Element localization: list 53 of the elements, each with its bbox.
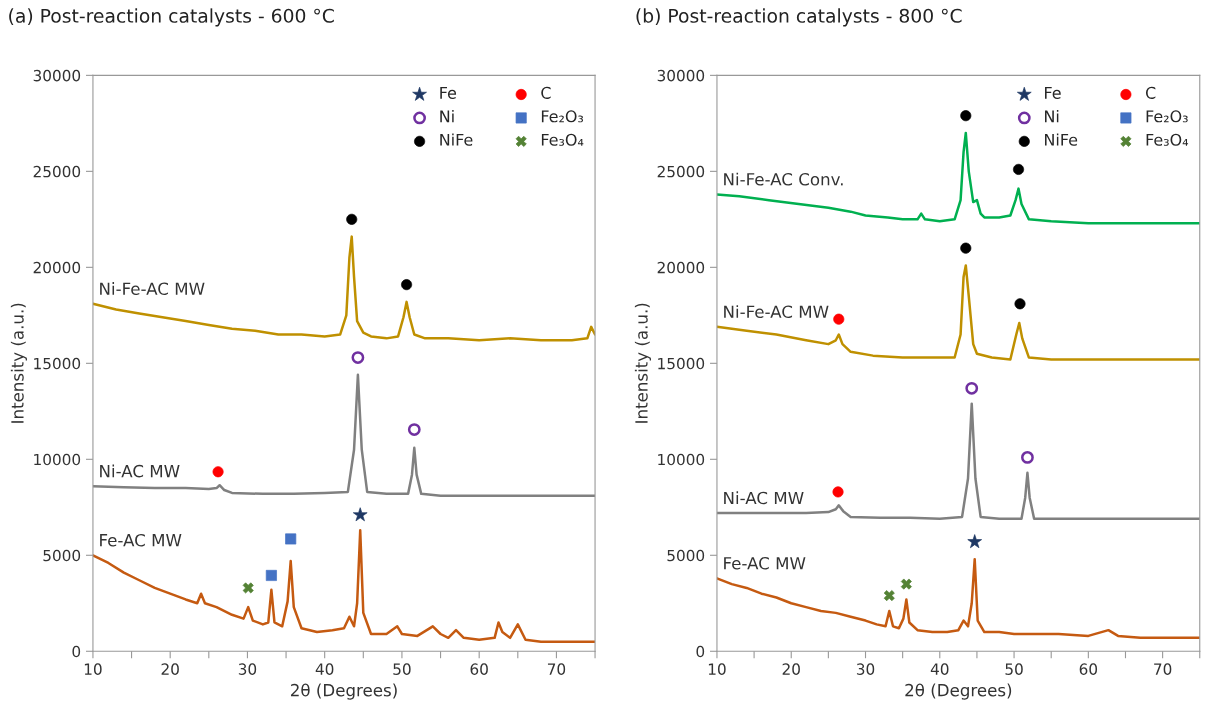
series-label: Ni-AC MW bbox=[100, 464, 180, 478]
y-axis-title: Intensity (a.u.) bbox=[10, 303, 27, 423]
y-tick-label: 30000 bbox=[33, 69, 81, 82]
y-tick-label: 0 bbox=[72, 645, 81, 658]
x-tick-label: 40 bbox=[930, 663, 949, 675]
x-tick-label: 50 bbox=[1005, 663, 1023, 675]
y-axis-title: Intensity (a.u.) bbox=[634, 303, 651, 423]
x-axis-title: 2θ (Degrees) bbox=[905, 683, 1012, 700]
x-tick-label: 40 bbox=[315, 663, 334, 675]
x-tick-label: 20 bbox=[782, 663, 800, 675]
legend-label: Ni bbox=[440, 109, 454, 123]
x-tick-label: 30 bbox=[856, 663, 875, 675]
x-tick-label: 30 bbox=[238, 663, 257, 675]
x-tick-label: 10 bbox=[84, 663, 102, 675]
legend-label: NiFe bbox=[440, 133, 473, 146]
x-tick-label: 60 bbox=[1079, 663, 1098, 675]
x-tick-label: 70 bbox=[547, 663, 566, 675]
legend-label: Ni bbox=[1045, 109, 1059, 123]
y-tick-label: 5000 bbox=[667, 549, 705, 562]
x-tick-label: 10 bbox=[708, 663, 726, 675]
legend-label: C bbox=[1145, 86, 1156, 99]
y-tick-label: 0 bbox=[696, 645, 705, 658]
legend-label: Fe₂O₃ bbox=[541, 110, 584, 123]
series-label: Ni-AC MW bbox=[724, 491, 804, 505]
series-label: Fe-AC MW bbox=[724, 556, 806, 570]
legend-label: Fe bbox=[1045, 87, 1061, 99]
series-label: Ni-Fe-AC Conv. bbox=[724, 172, 843, 186]
legend-label: Fe₂O₃ bbox=[1146, 110, 1188, 123]
y-tick-label: 25000 bbox=[33, 165, 81, 178]
y-tick-label: 15000 bbox=[34, 357, 81, 370]
legend-label: Fe bbox=[440, 87, 457, 99]
legend-label: Fe₃O₄ bbox=[1146, 133, 1189, 146]
x-tick-label: 60 bbox=[470, 663, 488, 675]
y-tick-label: 10000 bbox=[34, 453, 81, 466]
legend-label: Fe₃O₄ bbox=[541, 133, 584, 146]
y-tick-label: 5000 bbox=[43, 549, 81, 562]
y-tick-label: 30000 bbox=[657, 69, 705, 82]
chart-title: (b) Post-reaction catalysts - 800 °C bbox=[636, 8, 962, 27]
series-label: Fe-AC MW bbox=[100, 533, 182, 547]
x-axis-title: 2θ (Degrees) bbox=[291, 683, 397, 700]
x-tick-label: 50 bbox=[393, 663, 411, 675]
y-tick-label: 20000 bbox=[657, 261, 705, 274]
x-tick-label: 20 bbox=[161, 663, 179, 675]
x-tick-label: 70 bbox=[1154, 663, 1172, 675]
y-tick-label: 15000 bbox=[658, 357, 705, 370]
y-tick-label: 25000 bbox=[657, 165, 705, 178]
series-label: Ni-Fe-AC MW bbox=[724, 305, 829, 319]
legend-label: C bbox=[541, 86, 551, 99]
y-tick-label: 20000 bbox=[33, 261, 81, 274]
legend-label: NiFe bbox=[1045, 133, 1078, 146]
chart-title: (a) Post-reaction catalysts - 600 °C bbox=[9, 8, 334, 27]
series-label: Ni-Fe-AC MW bbox=[100, 282, 205, 296]
y-tick-label: 10000 bbox=[658, 453, 705, 466]
